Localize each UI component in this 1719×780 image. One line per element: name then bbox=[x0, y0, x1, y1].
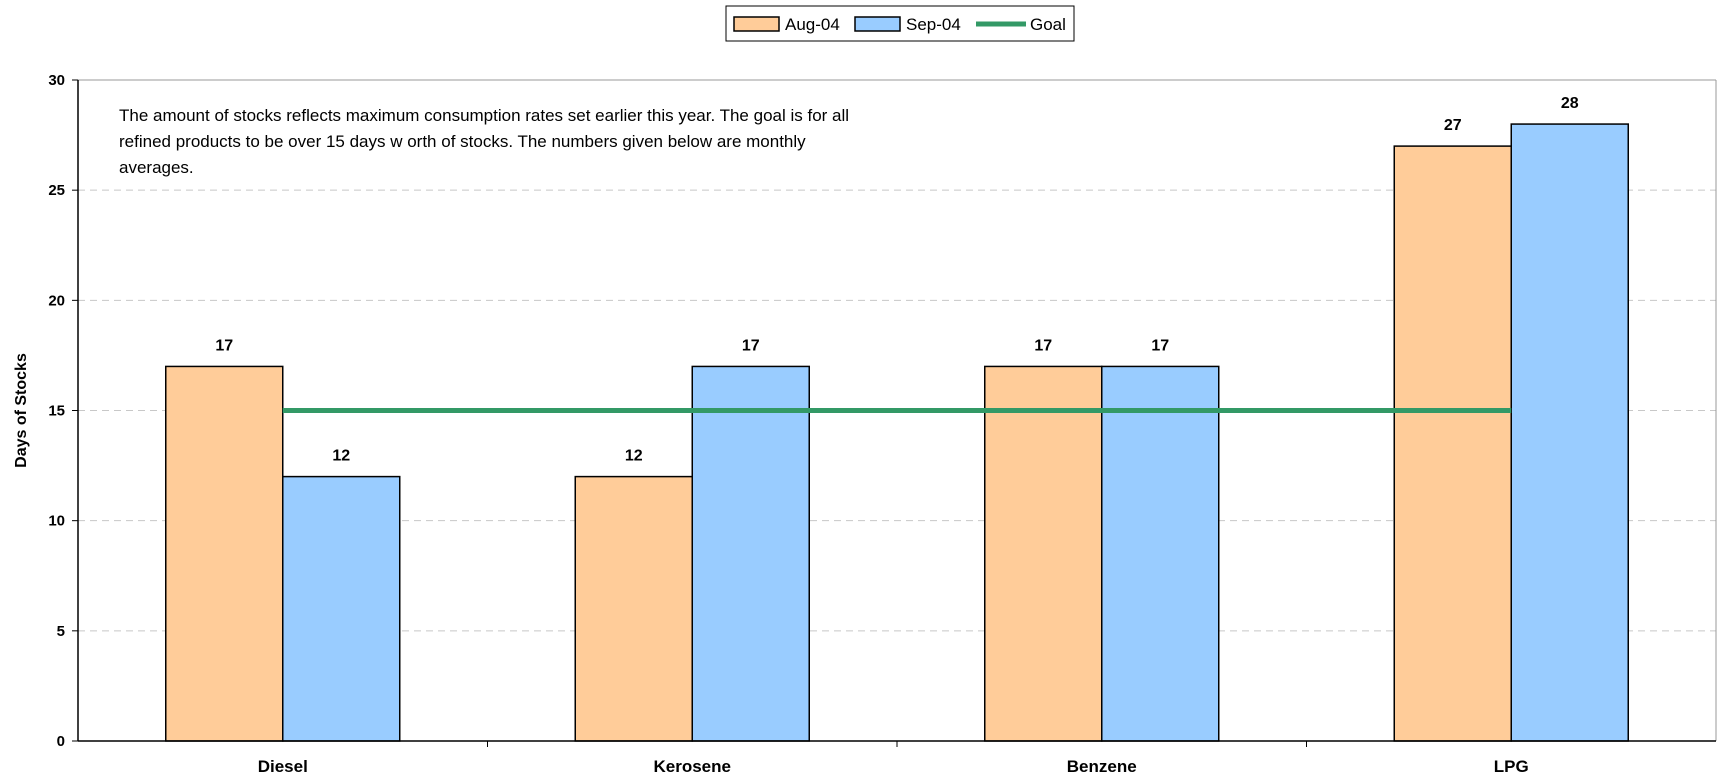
bar-aug-04 bbox=[984, 365, 1103, 742]
plot-area: 0 5 10 15 20 25 30 The amount of stocks reflect… bbox=[13, 72, 1717, 776]
legend-swatch-sep-04 bbox=[854, 16, 901, 32]
annotation-line: refined products to be over 15 days w or… bbox=[119, 132, 806, 151]
category-label: LPG bbox=[1494, 757, 1529, 776]
bar-aug-04 bbox=[574, 475, 693, 742]
data-label: 17 bbox=[1151, 337, 1169, 354]
bar-aug-04 bbox=[1393, 145, 1512, 742]
data-label: 17 bbox=[1034, 337, 1052, 354]
y-tick-label: 0 bbox=[57, 733, 65, 750]
y-tick-label: 20 bbox=[48, 292, 65, 309]
legend-label: Sep-04 bbox=[906, 15, 961, 34]
bar-sep-04 bbox=[1510, 123, 1629, 742]
y-axis-title: Days of Stocks bbox=[13, 353, 30, 468]
category-label: Kerosene bbox=[654, 757, 731, 776]
annotation-line: averages. bbox=[119, 158, 194, 177]
y-tick-label: 30 bbox=[48, 72, 65, 89]
bar-sep-04 bbox=[691, 365, 810, 742]
y-tick-label: 10 bbox=[48, 513, 65, 530]
bar-sep-04 bbox=[1101, 365, 1220, 742]
bar-aug-04 bbox=[165, 365, 284, 742]
legend: Aug-04 Sep-04 Goal bbox=[725, 5, 1075, 42]
category-label: Benzene bbox=[1067, 757, 1137, 776]
data-label: 12 bbox=[332, 448, 350, 465]
data-label: 28 bbox=[1561, 95, 1579, 112]
data-label: 27 bbox=[1444, 117, 1462, 134]
annotation-line: The amount of stocks reflects maximum co… bbox=[119, 106, 849, 125]
category-label: Diesel bbox=[258, 757, 308, 776]
data-label: 17 bbox=[215, 337, 233, 354]
legend-swatch-aug-04 bbox=[733, 16, 780, 32]
y-tick-label: 15 bbox=[48, 403, 65, 420]
data-label: 12 bbox=[625, 448, 643, 465]
legend-label: Aug-04 bbox=[785, 15, 840, 34]
legend-label: Goal bbox=[1030, 15, 1066, 34]
y-tick-label: 25 bbox=[48, 182, 65, 199]
y-tick-label: 5 bbox=[57, 623, 65, 640]
bar-sep-04 bbox=[282, 475, 401, 742]
data-label: 17 bbox=[742, 337, 760, 354]
